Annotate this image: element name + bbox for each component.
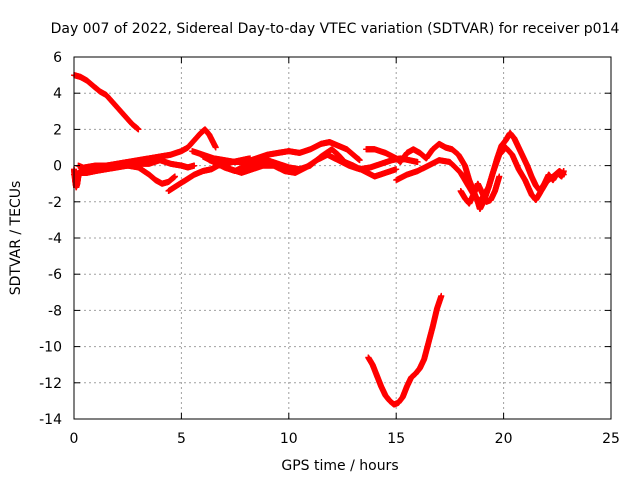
series-arc-1 <box>71 72 142 133</box>
y-tick-label: -10 <box>39 340 62 356</box>
chart-title: Day 007 of 2022, Sidereal Day-to-day VTE… <box>51 21 620 37</box>
x-tick-label: 5 <box>177 431 186 447</box>
y-tick-label: 2 <box>53 122 62 138</box>
y-tick-label: -6 <box>48 267 62 283</box>
y-tick-label: -2 <box>48 195 62 211</box>
y-tick-label: -14 <box>39 412 62 428</box>
y-tick-label: -12 <box>39 376 62 392</box>
x-tick-label: 25 <box>602 431 620 447</box>
x-tick-label: 0 <box>70 431 79 447</box>
y-tick-label: -4 <box>48 231 62 247</box>
y-tick-label: 6 <box>53 50 62 66</box>
data-point <box>135 126 142 133</box>
data-points <box>71 72 567 408</box>
y-tick-label: -8 <box>48 303 62 319</box>
y-axis-label: SDTVAR / TECUs <box>8 181 24 296</box>
data-point <box>191 162 198 169</box>
x-axis-label: GPS time / hours <box>281 458 398 474</box>
data-point <box>212 144 219 151</box>
x-tick-label: 15 <box>387 431 405 447</box>
series-arc-4 <box>75 162 178 187</box>
y-tick-label: 0 <box>53 159 62 175</box>
y-tick-label: 4 <box>53 86 62 102</box>
x-tick-label: 20 <box>495 431 513 447</box>
x-tick-label: 10 <box>280 431 298 447</box>
grid <box>74 57 611 419</box>
data-point <box>171 173 178 180</box>
